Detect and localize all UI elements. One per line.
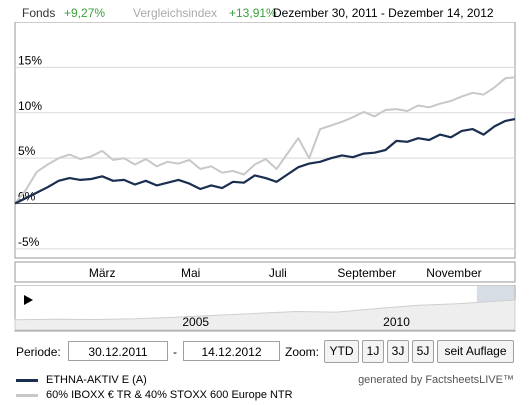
x-tick-label: Juli <box>269 266 287 280</box>
main-chart[interactable]: 15%10%5%0%-5% März Mai Juli September Novemb… <box>0 22 529 284</box>
navigator-tick-label: 2010 <box>383 315 410 329</box>
navigator[interactable]: 2005 2010 <box>0 285 529 335</box>
generated-by: generated by FactsheetsLIVE™ <box>358 374 514 386</box>
play-icon[interactable] <box>24 295 33 305</box>
plot-area <box>14 22 516 259</box>
zoom-1j-button[interactable]: 1J <box>362 340 384 363</box>
zoom-ytd-button[interactable]: YTD <box>324 340 359 363</box>
fonds-value: +9,27% <box>64 6 106 20</box>
legend: ETHNA-AKTIV E (A) 60% IBOXX € TR & 40% S… <box>0 370 529 405</box>
navigator-tick-label: 2005 <box>182 315 209 329</box>
y-tick-label: 15% <box>18 53 42 67</box>
zoom-seit-auflage-button[interactable]: seit Auflage <box>437 340 514 363</box>
x-tick-label: März <box>89 266 116 280</box>
date-range: Dezember 30, 2011 - Dezember 14, 2012 <box>273 6 494 20</box>
chart-header: Fonds +9,27% Vergleichsindex +13,91% Dez… <box>0 6 529 22</box>
end-date-field[interactable]: 14.12.2012 <box>183 341 280 361</box>
zoom-3j-button[interactable]: 3J <box>387 340 409 363</box>
periode-label: Periode: <box>16 345 61 359</box>
y-tick-label: -5% <box>18 235 40 249</box>
index-label: Vergleichsindex <box>133 6 218 20</box>
legend-label-index: 60% IBOXX € TR & 40% STOXX 600 Europe NT… <box>46 389 293 401</box>
index-value: +13,91% <box>229 6 277 20</box>
fonds-label: Fonds <box>22 6 56 20</box>
y-tick-label: 10% <box>18 99 42 113</box>
y-tick-label: 5% <box>18 144 36 158</box>
legend-item-fund: ETHNA-AKTIV E (A) <box>16 374 147 386</box>
legend-label-fund: ETHNA-AKTIV E (A) <box>46 374 147 386</box>
series-line-fund <box>14 118 516 205</box>
legend-item-index: 60% IBOXX € TR & 40% STOXX 600 Europe NT… <box>16 389 293 401</box>
x-tick-label: November <box>426 266 481 280</box>
zoom-label: Zoom: <box>285 345 320 359</box>
date-separator: - <box>173 345 177 359</box>
series-line-index <box>14 76 516 205</box>
start-date-field[interactable]: 30.12.2011 <box>68 341 168 361</box>
x-tick-label: September <box>337 266 396 280</box>
navigator-area <box>14 299 516 331</box>
legend-swatch-fund <box>16 378 38 382</box>
x-axis-band <box>14 261 516 283</box>
period-controls: Periode: 30.12.2011 - 14.12.2012 Zoom: Y… <box>0 340 529 366</box>
x-tick-label: Mai <box>181 266 200 280</box>
zoom-5j-button[interactable]: 5J <box>412 340 434 363</box>
legend-swatch-index <box>16 393 38 397</box>
